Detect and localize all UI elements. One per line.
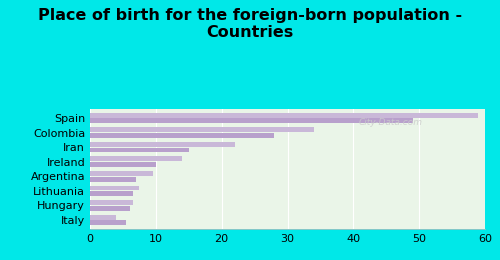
Bar	[90, 215, 117, 219]
Text: Place of birth for the foreign-born population -
Countries: Place of birth for the foreign-born popu…	[38, 8, 462, 40]
Text: City-Data.com: City-Data.com	[358, 118, 422, 127]
Bar	[90, 113, 478, 118]
Bar	[90, 162, 156, 167]
Bar	[90, 142, 235, 147]
Bar	[90, 157, 182, 161]
Bar	[90, 119, 412, 123]
Bar	[90, 200, 133, 205]
Bar	[90, 127, 314, 132]
Bar	[90, 191, 133, 196]
Bar	[90, 186, 140, 190]
Bar	[90, 148, 189, 152]
Bar	[90, 177, 136, 181]
Bar	[90, 171, 152, 176]
Bar	[90, 206, 130, 211]
Bar	[90, 220, 126, 225]
Bar	[90, 133, 274, 138]
